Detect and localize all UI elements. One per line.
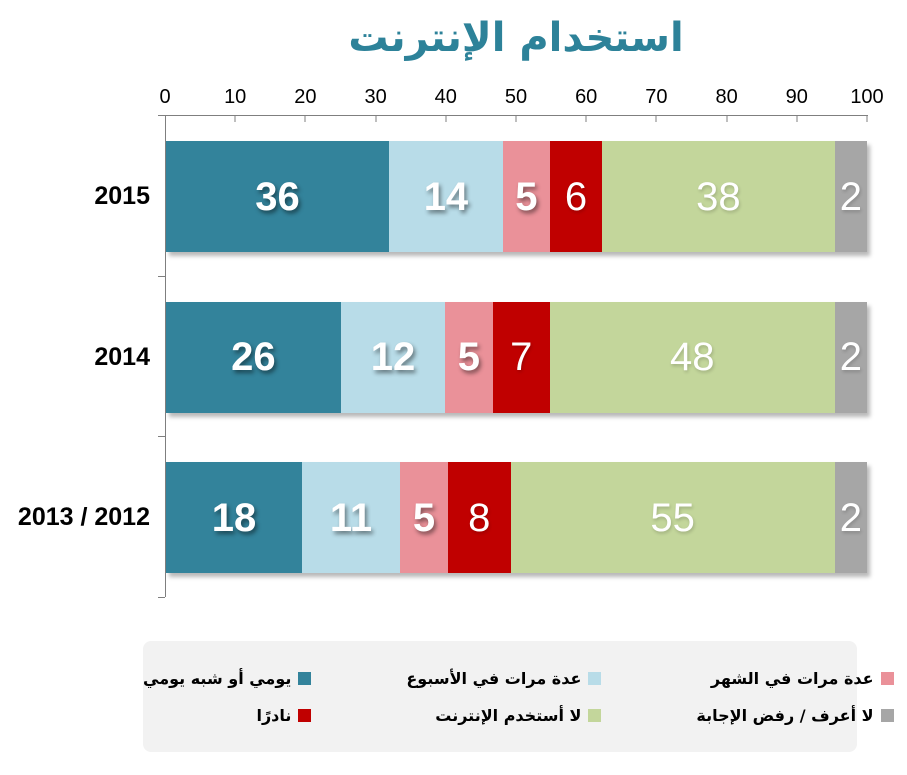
x-axis-tick-mark [866, 116, 868, 122]
legend-item: عدة مرات في الشهر [696, 669, 907, 688]
year-label: 2013 / 2012 [17, 503, 150, 532]
legend-label: نادرًا [256, 705, 292, 725]
bar-row: 18 11 5 8 55 2 [166, 462, 868, 574]
x-axis-tick-label: 10 [224, 86, 247, 108]
bar-segment-value: 2 [839, 335, 862, 380]
x-axis-tick-label: 90 [785, 86, 808, 108]
legend-item: عدة مرات في الأسبوع [406, 669, 696, 688]
x-axis-tick-mark [234, 116, 236, 122]
bar-segment-value: 18 [211, 495, 257, 540]
plot-area: 0 10 20 30 40 50 60 70 80 90 100 36 14 5 6 38 2 26 12 5 7 48 2… [158, 0, 884, 620]
x-axis-tick-label: 40 [434, 86, 457, 108]
bar-segment: 2 [834, 141, 868, 252]
x-axis-tick-label: 0 [159, 86, 171, 108]
bar-segment: 5 [400, 462, 448, 574]
y-axis-category-tick [158, 115, 165, 116]
bar-segment-value: 26 [231, 335, 276, 380]
bar-segment: 14 [388, 141, 503, 252]
bar-segment-value: 14 [423, 174, 469, 219]
bar-segment-value: 2 [839, 495, 862, 540]
x-axis-tick-label: 80 [715, 86, 738, 108]
bar-segment: 36 [166, 141, 389, 252]
x-axis-tick-label: 100 [850, 86, 884, 108]
x-axis-tick-label: 20 [294, 86, 317, 108]
bar-segment: 8 [447, 462, 511, 574]
bar-segment-value: 5 [457, 335, 481, 380]
bar-row: 36 14 5 6 38 2 [166, 141, 868, 252]
bar-segment-value: 6 [564, 174, 588, 219]
bar-segment: 5 [445, 301, 493, 413]
bar-segment-value: 8 [468, 495, 491, 540]
bar-segment: 26 [166, 301, 341, 413]
bar-segment-value: 5 [515, 174, 538, 219]
x-axis-tick-mark [445, 116, 447, 122]
bar-segment-value: 2 [839, 174, 863, 219]
bar-segment-value: 12 [370, 335, 416, 380]
bar-segment: 5 [502, 141, 550, 252]
legend-swatch [298, 708, 312, 722]
x-axis-tick-mark [375, 116, 377, 122]
legend-swatch [880, 671, 894, 685]
x-axis-tick-mark [515, 116, 517, 122]
bar-segment: 48 [549, 301, 835, 413]
bar-segment: 2 [834, 301, 867, 413]
legend-label: عدة مرات في الأسبوع [406, 668, 582, 688]
bar-segment-value: 5 [412, 495, 436, 540]
bar-segment-value: 7 [510, 335, 533, 380]
legend-label: يومي أو شبه يومي [143, 668, 292, 688]
bar-segment: 18 [166, 462, 302, 574]
bar-segment-value: 55 [650, 495, 695, 540]
bar-segment: 7 [492, 301, 550, 413]
y-axis-category-tick [158, 436, 165, 438]
legend-item: نادرًا [143, 706, 406, 725]
bar-segment: 2 [834, 462, 868, 574]
x-axis-tick-mark [796, 116, 798, 122]
bar-row: 26 12 5 7 48 2 [166, 301, 867, 413]
x-axis-tick-label: 30 [364, 86, 387, 108]
x-axis-tick-label: 70 [645, 86, 668, 108]
bar-segment-value: 11 [329, 495, 373, 540]
legend-item: يومي أو شبه يومي [143, 669, 406, 688]
legend-item: لا أعرف / رفض الإجابة [696, 706, 907, 725]
legend-item: لا أستخدم الإنترنت [406, 706, 696, 725]
bar-segment: 38 [601, 141, 835, 252]
legend-label: عدة مرات في الشهر [710, 668, 874, 688]
legend-swatch [588, 708, 602, 722]
bar-segment: 11 [301, 462, 401, 574]
x-axis-tick-mark [655, 116, 657, 122]
y-axis-category-tick [158, 275, 165, 277]
legend-swatch [588, 671, 602, 685]
bar-segment-value: 38 [696, 174, 741, 219]
x-axis-line [165, 115, 868, 116]
legend-label: لا أعرف / رفض الإجابة [696, 705, 874, 725]
chart-title: استخدام الإنترنت [348, 15, 684, 61]
bar-segment: 12 [340, 301, 446, 413]
year-label: 2014 [94, 342, 150, 371]
legend-swatch [298, 671, 312, 685]
legend-label: لا أستخدم الإنترنت [435, 705, 582, 725]
bar-segment: 55 [510, 462, 835, 574]
x-axis-tick-mark [726, 116, 728, 122]
bar-segment-value: 48 [670, 335, 715, 380]
legend: يومي أو شبه يومي عدة مرات في الأسبوع عدة م… [143, 641, 894, 752]
x-axis-tick-mark [304, 116, 306, 122]
bar-segment-value: 36 [255, 174, 300, 219]
y-axis-line [165, 115, 166, 597]
legend-swatch [880, 708, 894, 722]
x-axis-tick-label: 50 [504, 86, 528, 108]
year-label: 2015 [94, 182, 150, 210]
bar-segment: 6 [549, 141, 602, 252]
x-axis-tick-label: 60 [575, 86, 598, 108]
x-axis-tick-mark [585, 116, 587, 122]
y-axis-category-tick [158, 597, 165, 598]
